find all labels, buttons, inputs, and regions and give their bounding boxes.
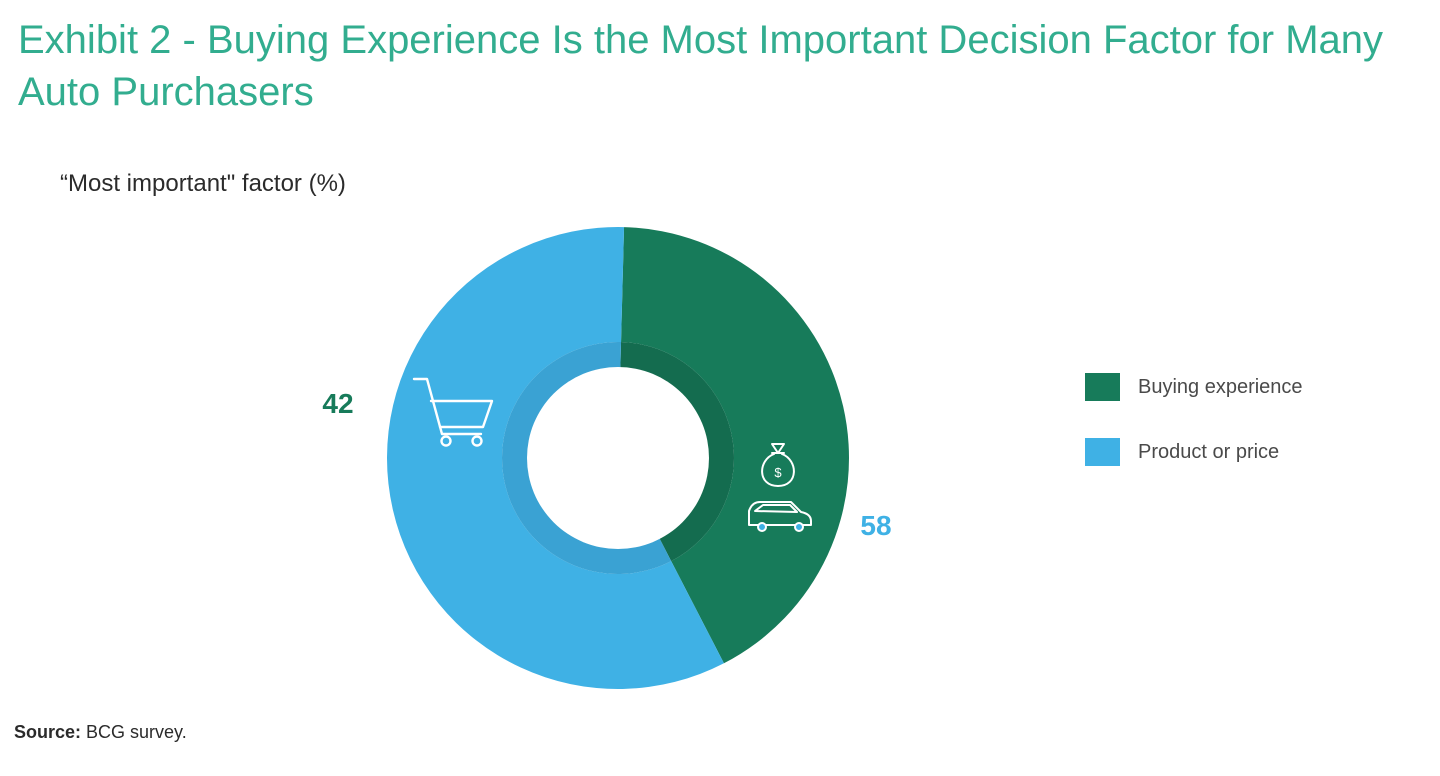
page-title: Exhibit 2 - Buying Experience Is the Mos… bbox=[18, 18, 1384, 114]
slice-inner-product-or-price bbox=[502, 342, 672, 574]
svg-text:$: $ bbox=[774, 465, 782, 480]
value-label-product-or-price: 58 bbox=[860, 510, 891, 541]
money-bag-icon: $ bbox=[761, 443, 795, 487]
source-label: Source: bbox=[14, 722, 82, 742]
donut-hole bbox=[527, 367, 709, 549]
source-note: Source: BCG survey. bbox=[14, 722, 187, 743]
legend: Buying experience Product or price bbox=[1085, 372, 1303, 502]
slice-product-or-price bbox=[386, 227, 724, 689]
legend-swatch-product-or-price bbox=[1085, 438, 1120, 466]
slice-buying-experience bbox=[621, 227, 849, 664]
legend-label-buying-experience: Buying experience bbox=[1138, 375, 1303, 398]
chart-subtitle: “Most important" factor (%) bbox=[60, 170, 346, 197]
slice-inner-buying-experience bbox=[620, 342, 734, 562]
value-label-buying-experience: 42 bbox=[322, 388, 353, 419]
value-labels: 42 58 bbox=[322, 388, 891, 541]
donut-inner-ring bbox=[502, 342, 734, 574]
legend-item-product-or-price: Product or price bbox=[1085, 437, 1303, 467]
source-text: BCG survey. bbox=[81, 722, 187, 742]
legend-label-product-or-price: Product or price bbox=[1138, 440, 1280, 463]
car-icon bbox=[748, 501, 812, 532]
cart-icon bbox=[412, 377, 494, 447]
legend-swatch-buying-experience bbox=[1085, 373, 1120, 401]
legend-item-buying-experience: Buying experience bbox=[1085, 372, 1303, 402]
donut-slices bbox=[386, 227, 849, 689]
